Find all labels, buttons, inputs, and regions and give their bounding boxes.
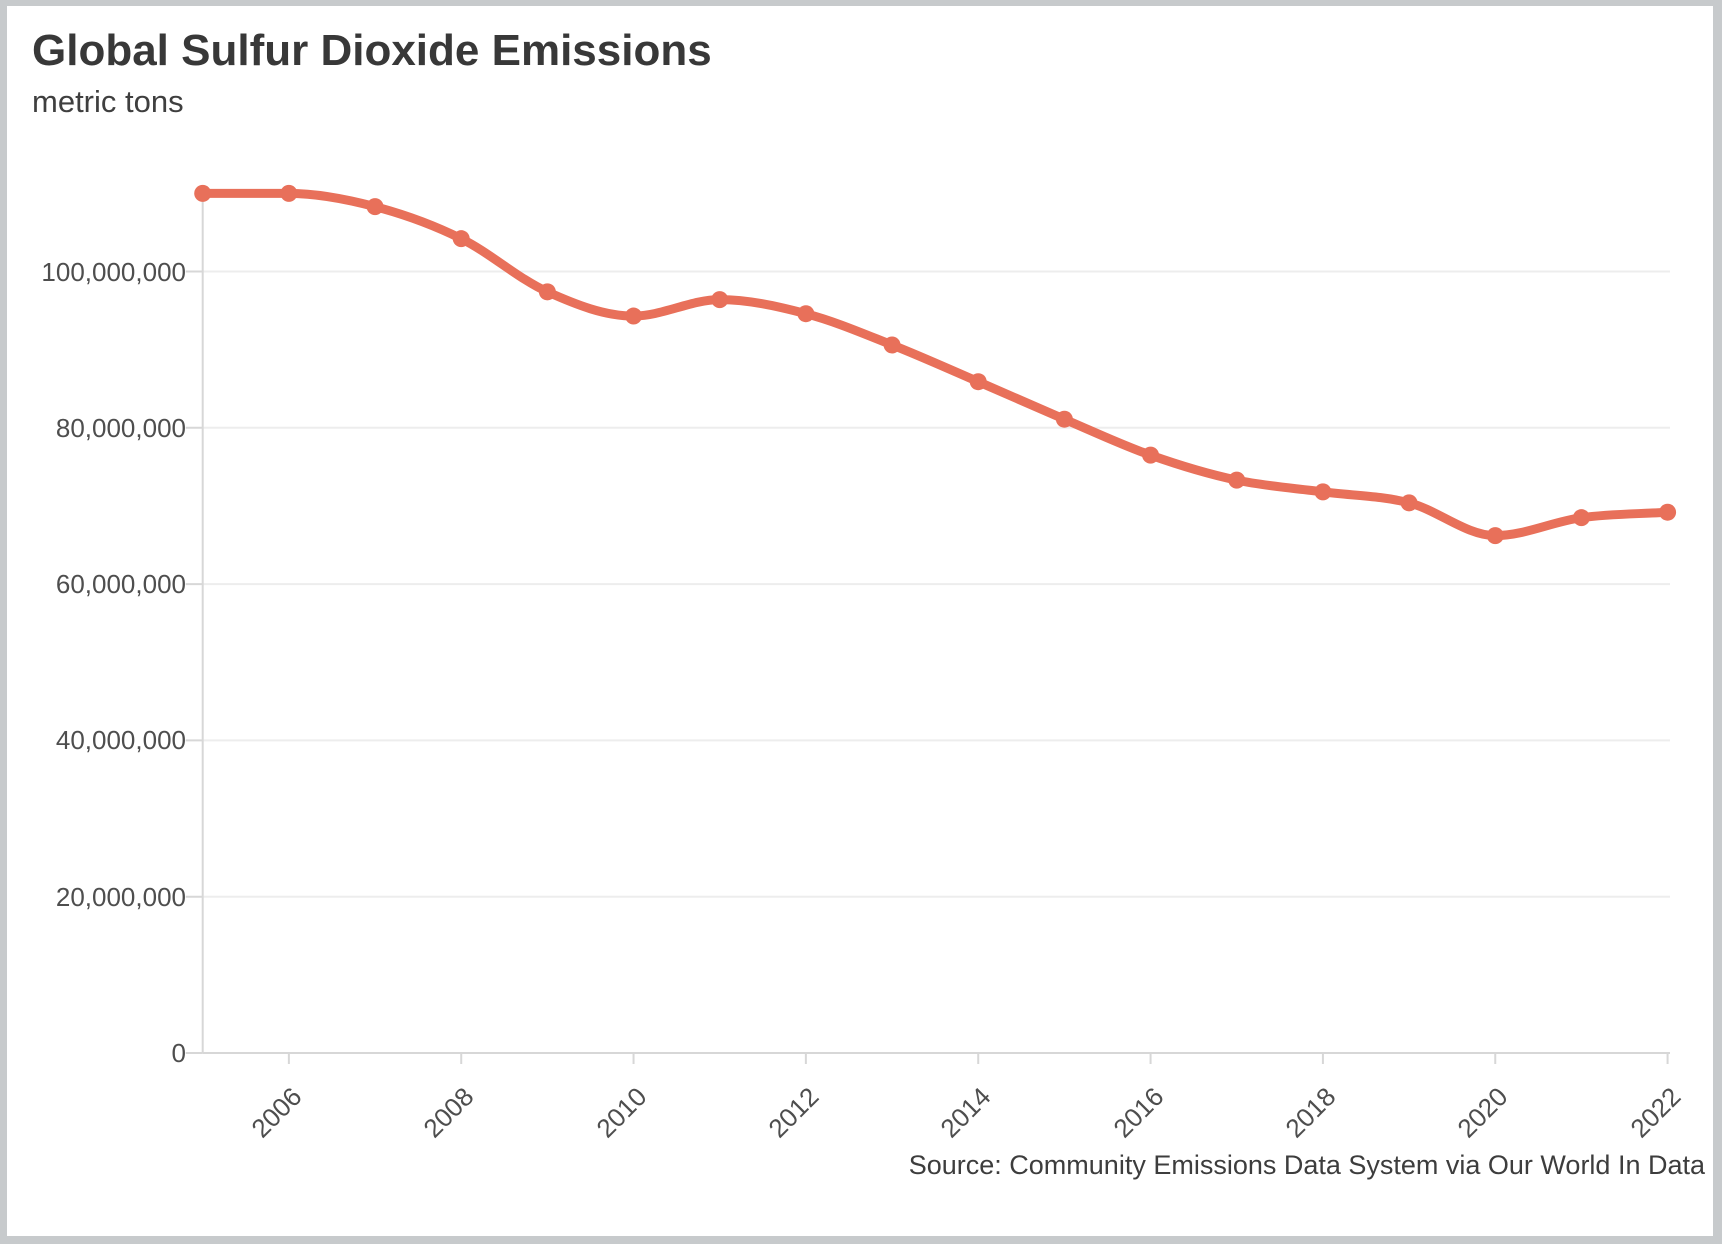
data-point-2010 — [625, 307, 643, 325]
data-point-2015 — [1055, 410, 1073, 428]
y-axis-label-40,000,000: 40,000,000 — [55, 725, 186, 756]
data-point-2022 — [1659, 503, 1677, 521]
y-axis-label-80,000,000: 80,000,000 — [55, 412, 186, 443]
page-title: Global Sulfur Dioxide Emissions — [32, 26, 712, 75]
data-point-2021 — [1572, 509, 1590, 527]
data-point-2011 — [711, 291, 729, 309]
emissions-line — [198, 188, 1673, 541]
data-point-2012 — [797, 305, 815, 323]
data-point-2017 — [1228, 471, 1246, 489]
chart-unit-subtitle: metric tons — [32, 84, 184, 119]
data-point-2007 — [366, 198, 384, 216]
y-axis-label-60,000,000: 60,000,000 — [55, 569, 186, 600]
data-point-2018 — [1314, 483, 1332, 501]
data-point-2016 — [1142, 446, 1160, 464]
data-point-2008 — [452, 230, 470, 248]
source-attribution: Source: Community Emissions Data System … — [908, 1150, 1705, 1180]
data-point-2013 — [883, 336, 901, 354]
chart-card — [7, 6, 1713, 1236]
y-axis-label-100,000,000: 100,000,000 — [41, 256, 186, 287]
data-point-2006 — [280, 184, 298, 202]
data-point-2009 — [538, 283, 556, 301]
y-axis-label-20,000,000: 20,000,000 — [55, 881, 186, 912]
y-axis-label-0: 0 — [171, 1038, 186, 1068]
data-point-2014 — [969, 373, 987, 391]
data-point-2019 — [1400, 494, 1418, 512]
data-point-2005 — [194, 184, 212, 202]
data-point-2020 — [1486, 527, 1504, 545]
